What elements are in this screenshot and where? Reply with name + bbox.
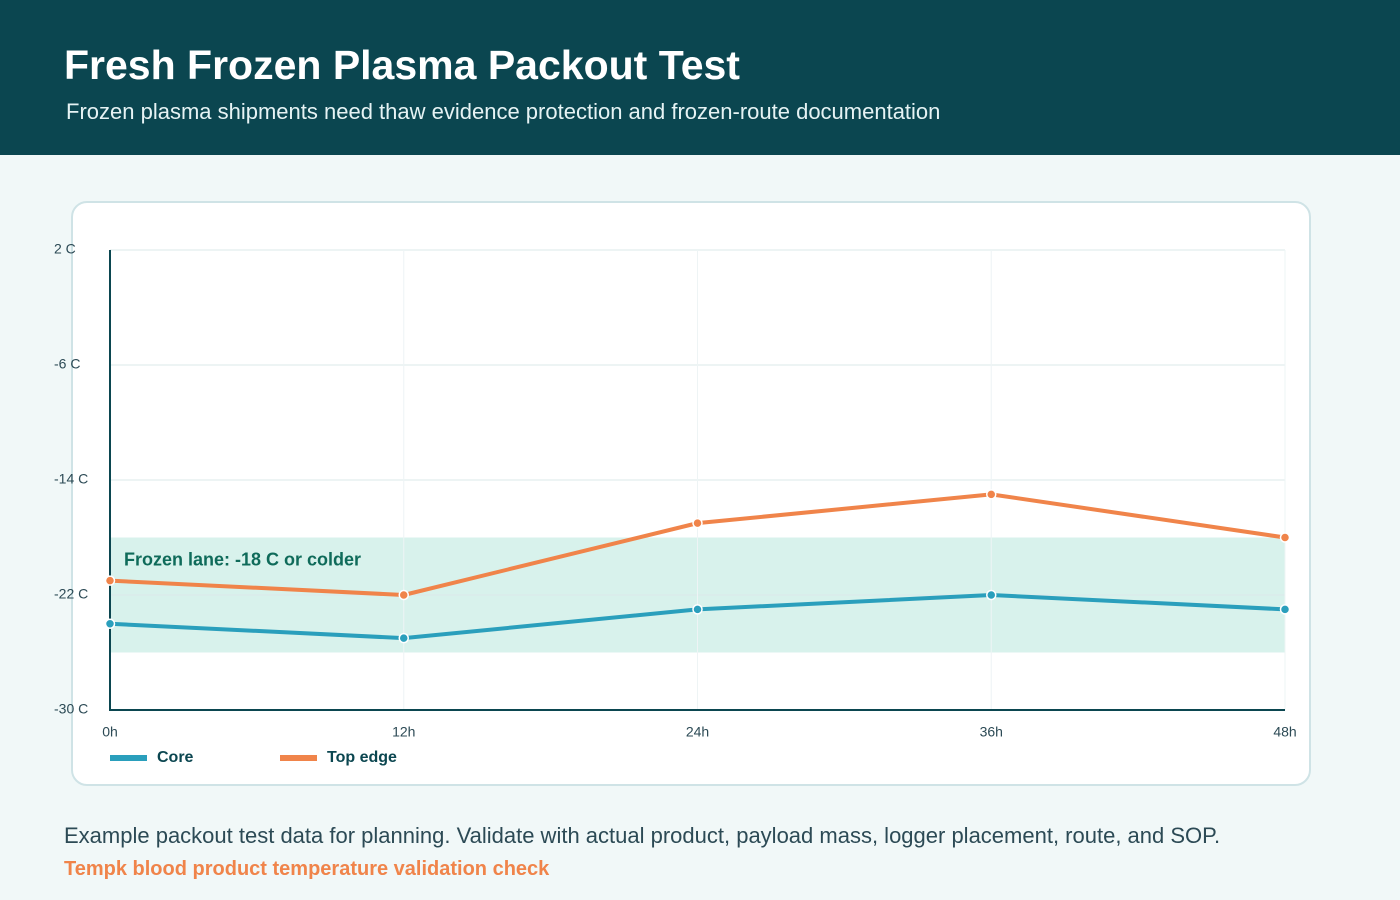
header: Fresh Frozen Plasma Packout Test Frozen … bbox=[0, 0, 1400, 155]
y-tick-label: -14 C bbox=[54, 471, 88, 487]
y-tick-label: -22 C bbox=[54, 586, 88, 602]
x-tick-label: 0h bbox=[102, 724, 118, 740]
y-tick-label: -6 C bbox=[54, 356, 80, 372]
x-tick-label: 24h bbox=[686, 724, 709, 740]
y-tick-label: -30 C bbox=[54, 701, 88, 717]
data-point bbox=[1279, 532, 1291, 543]
chart-card bbox=[71, 201, 1311, 786]
page-subtitle: Frozen plasma shipments need thaw eviden… bbox=[66, 99, 941, 124]
data-point bbox=[986, 589, 997, 601]
x-tick-label: 48h bbox=[1273, 724, 1296, 740]
page-title: Fresh Frozen Plasma Packout Test bbox=[64, 42, 740, 88]
data-point bbox=[398, 632, 409, 644]
y-tick-label: 2 C bbox=[54, 241, 76, 257]
x-tick-label: 12h bbox=[392, 724, 415, 740]
data-point bbox=[692, 604, 703, 615]
data-point bbox=[104, 575, 116, 586]
legend-label: Top edge bbox=[327, 749, 397, 766]
source: Tempk blood product temperature validati… bbox=[64, 858, 550, 880]
x-tick-label: 36h bbox=[980, 724, 1003, 740]
footnote: Example packout test data for planning. … bbox=[64, 823, 1221, 848]
band-label: Frozen lane: -18 C or colder bbox=[124, 549, 361, 569]
legend-label: Core bbox=[157, 749, 194, 766]
data-point bbox=[104, 618, 116, 629]
data-point bbox=[398, 589, 409, 601]
data-point bbox=[692, 517, 703, 529]
data-point bbox=[986, 489, 997, 500]
chart: 2 C -6 C -14 C -22 C -30 C 0h 12h 24h 36h 48h Froz… bbox=[54, 241, 1297, 767]
data-point bbox=[1279, 604, 1291, 615]
